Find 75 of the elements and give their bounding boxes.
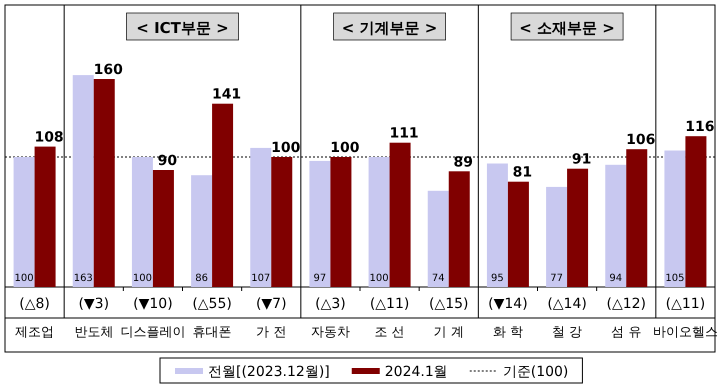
bar (34, 146, 56, 287)
bar (664, 150, 686, 287)
bar (626, 149, 648, 287)
data-label: 108 (34, 130, 64, 146)
data-label: 141 (212, 86, 242, 103)
text: (▼3) (78, 296, 110, 312)
text: (△8) (19, 296, 50, 312)
text: (▼14) (488, 296, 528, 312)
data-label: 77 (550, 273, 563, 284)
bar (212, 104, 234, 287)
data-label: 106 (626, 132, 656, 148)
bar (330, 157, 352, 287)
bar (72, 75, 94, 287)
text: (△15) (428, 296, 469, 312)
bar (191, 175, 212, 287)
data-label: 97 (314, 273, 326, 284)
x-tick-label: 화 학 (492, 325, 523, 340)
bar (250, 148, 272, 287)
bar (309, 160, 330, 287)
data-label: 89 (454, 154, 473, 170)
text: (▼7) (256, 296, 287, 312)
bar (132, 157, 153, 287)
data-label: 107 (251, 273, 270, 284)
data-label: 100 (132, 273, 152, 284)
bar (428, 190, 449, 287)
legend-label: 기준(100) (502, 364, 568, 380)
data-label: 86 (195, 273, 208, 284)
bar (390, 142, 411, 287)
text: < 소재부문 > (519, 19, 615, 37)
data-label: 100 (330, 140, 360, 156)
bar (486, 164, 508, 287)
data-label: 116 (685, 119, 715, 136)
x-tick-label: 조 선 (374, 325, 405, 340)
bar (448, 171, 470, 287)
text: (△55) (192, 296, 232, 312)
text: < 기계부문 > (342, 19, 438, 37)
x-tick-label: 가 전 (256, 325, 286, 340)
data-label: 74 (432, 273, 445, 284)
text: (△3) (315, 296, 346, 312)
x-tick-label: 자동차 (310, 325, 350, 340)
data-label: 94 (609, 273, 622, 284)
data-label: 160 (94, 62, 124, 78)
x-tick-label: 기 계 (434, 325, 464, 340)
data-label: 105 (665, 273, 684, 284)
text: (△14) (547, 296, 587, 312)
data-label: 100 (370, 273, 389, 284)
legend-label: 2024.1월 (384, 364, 448, 380)
text: (△11) (666, 296, 706, 312)
x-tick-label: 제조업 (15, 325, 54, 340)
text: (△12) (606, 296, 646, 312)
data-label: 95 (491, 273, 504, 284)
text: (▼10) (133, 296, 173, 312)
text: (△11) (370, 296, 410, 312)
data-label: 163 (74, 273, 93, 284)
bar (152, 170, 174, 287)
bar (14, 157, 35, 287)
bar (368, 157, 390, 287)
bar (605, 164, 626, 287)
x-tick-label: 섬 유 (611, 325, 642, 340)
bar (94, 79, 115, 287)
bar (508, 182, 529, 287)
x-tick-label: 휴대폰 (192, 325, 232, 340)
bar (546, 186, 568, 287)
text: < ICT부문 > (136, 19, 229, 37)
data-label: 100 (14, 273, 34, 284)
data-label: 81 (512, 164, 532, 181)
data-label: 111 (389, 126, 419, 142)
bar (271, 157, 292, 287)
x-tick-label: 디스플레이 (120, 325, 186, 340)
legend-label: 전월[(2023.12월)] (208, 364, 330, 380)
data-label: 100 (271, 140, 301, 156)
bar (567, 168, 588, 287)
x-tick-label: 철 강 (552, 325, 582, 340)
x-tick-label: 반도체 (74, 325, 114, 340)
bar (685, 136, 706, 287)
